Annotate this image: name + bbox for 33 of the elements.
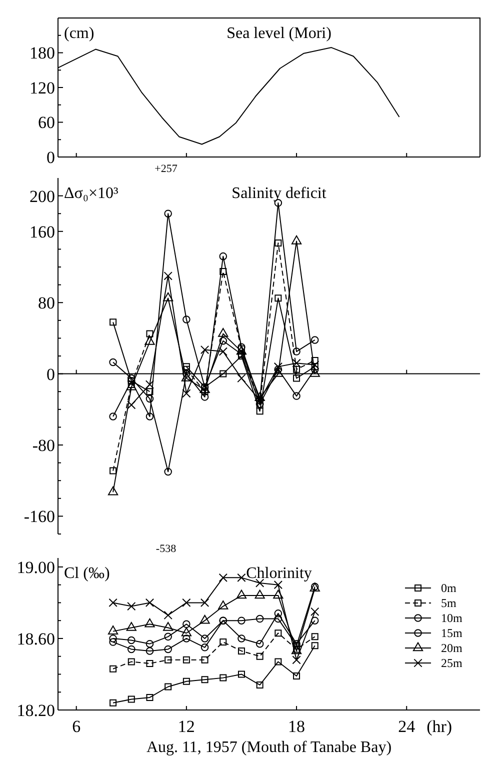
y-tick-label: 60 — [38, 113, 55, 132]
chart-title: Salinity deficit — [232, 185, 327, 202]
x-tick-label: 18 — [288, 717, 306, 736]
y-axis-title: Cl (‰) — [64, 565, 110, 582]
x-tick-label: 24 — [398, 717, 416, 736]
legend-label: 20m — [441, 641, 463, 656]
y-axis-title: (cm) — [64, 25, 94, 42]
y-tick-label: -160 — [24, 507, 55, 526]
y-tick-label: 0 — [46, 364, 55, 384]
y-tick-label: 120 — [30, 78, 55, 98]
y-tick-label: 80 — [38, 294, 55, 313]
legend-label: 25m — [441, 656, 463, 670]
text: Aug. 11, 1957 (Mouth of Tanabe Bay) — [146, 739, 392, 756]
legend-label: 0m — [441, 581, 457, 596]
x-tick-label: 6 — [72, 717, 81, 736]
text: +257 — [154, 163, 178, 175]
legend-label: 10m — [441, 611, 463, 626]
chart-title: Sea level (Mori) — [226, 25, 332, 42]
y-tick-label: 0 — [46, 148, 55, 167]
legend-label: 15m — [441, 626, 463, 640]
y-tick-label: 18.60 — [16, 629, 55, 648]
y-tick-label: 19.00 — [16, 558, 55, 577]
y-tick-label: -80 — [32, 436, 55, 455]
y-tick-label: 18.20 — [16, 700, 55, 720]
chart-title: Chlorinity — [246, 565, 312, 582]
legend-label: 5m — [441, 596, 457, 610]
y-tick-label: 200 — [30, 186, 55, 206]
x-tick-label: 12 — [178, 717, 195, 736]
x-axis-title: (hr) — [426, 717, 452, 736]
text: -538 — [156, 543, 177, 555]
y-tick-label: 160 — [30, 222, 55, 242]
y-tick-label: 180 — [30, 44, 55, 63]
y-axis-title: Δσ₀×10³ — [64, 185, 119, 202]
